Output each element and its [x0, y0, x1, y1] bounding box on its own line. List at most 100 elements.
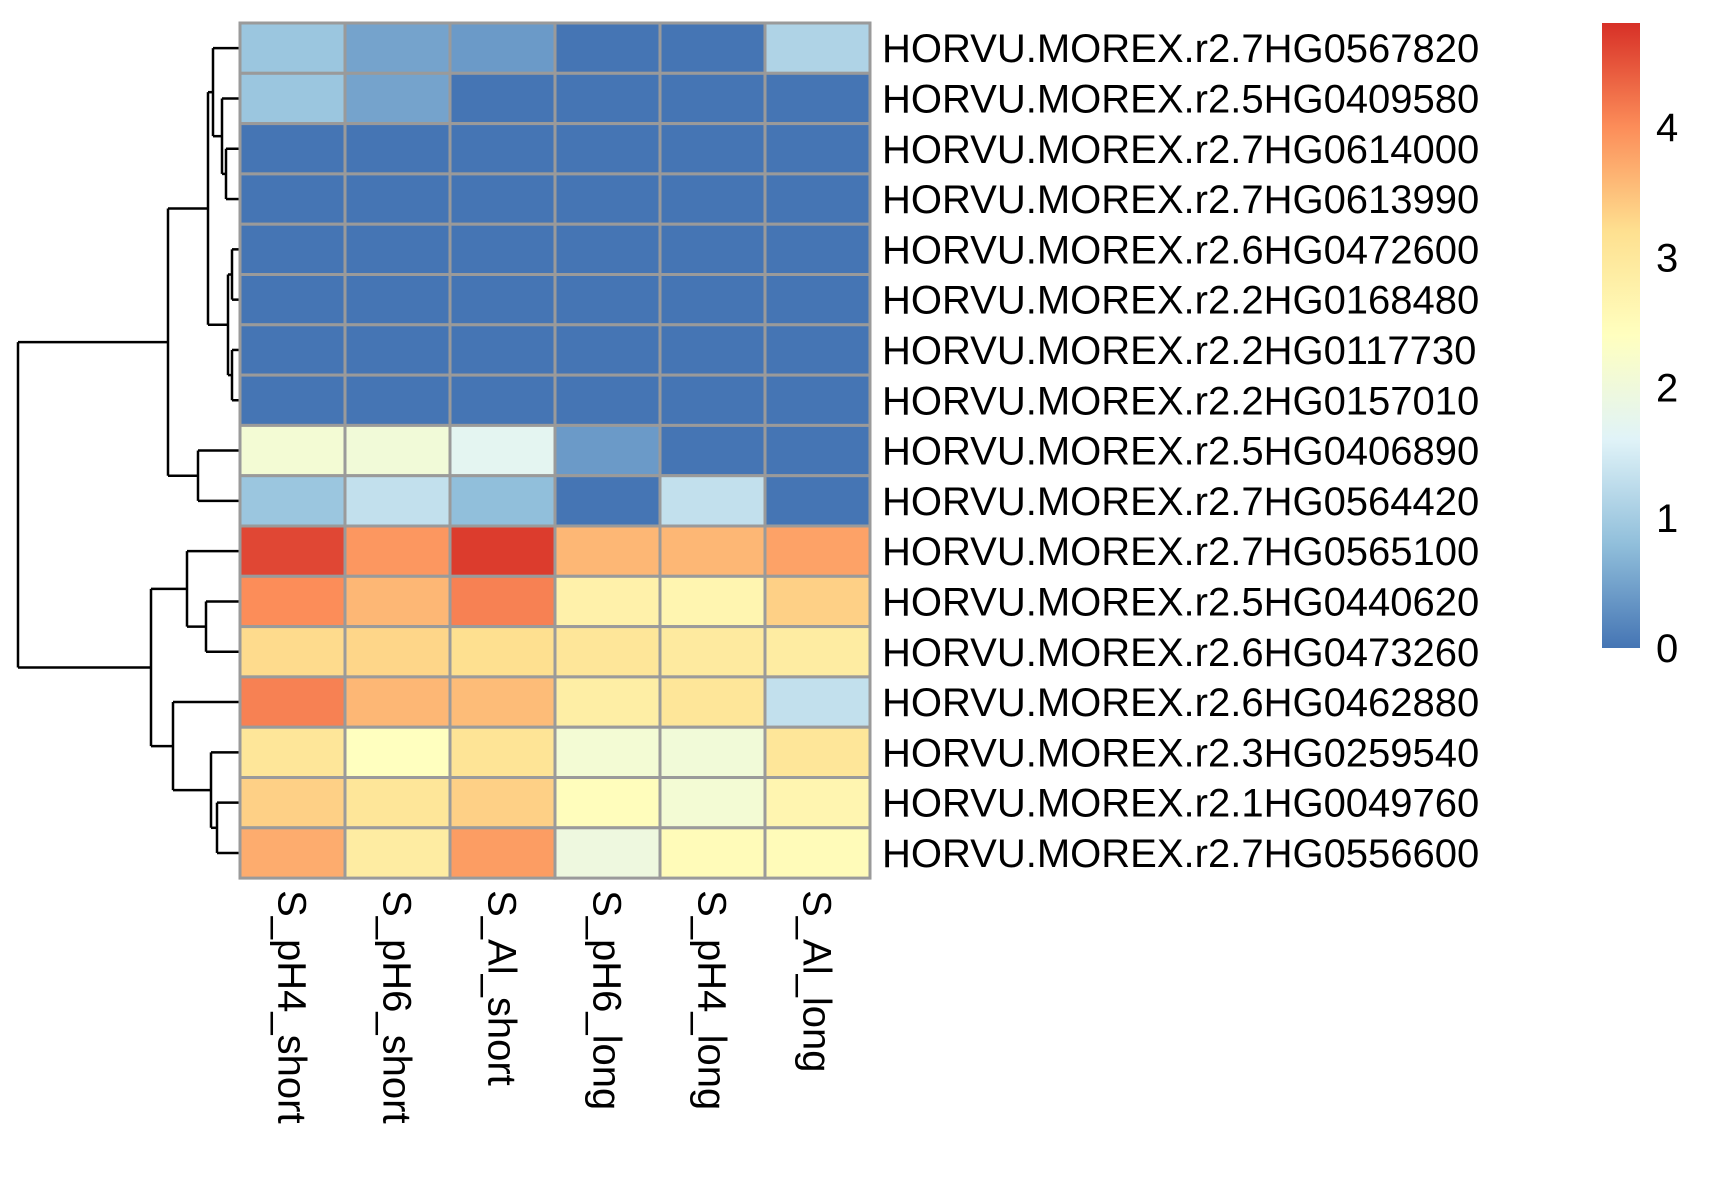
heatmap-cell [553, 675, 662, 729]
heatmap-cell [658, 21, 767, 75]
heatmap-cell [448, 524, 557, 578]
row-label: HORVU.MOREX.r2.1HG0049760 [882, 782, 1479, 826]
heatmap-cell [238, 725, 347, 780]
heatmap-cell [658, 725, 767, 780]
heatmap-cell [553, 21, 662, 75]
heatmap-cell [658, 323, 767, 377]
heatmap-cell [553, 71, 662, 126]
heatmap-cell [763, 574, 872, 629]
heatmap-cell [448, 273, 557, 327]
heatmap-cell [553, 423, 662, 478]
heatmap-cell [238, 423, 347, 478]
column-label: S_pH4_short [270, 890, 314, 1123]
heatmap-cell [343, 524, 452, 578]
heatmap-cell [238, 524, 347, 578]
heatmap-cell [553, 826, 662, 880]
heatmap-cell [448, 574, 557, 629]
heatmap-cell [448, 122, 557, 176]
heatmap-cell [658, 474, 767, 528]
heatmap-cell [448, 675, 557, 729]
heatmap-cell [763, 323, 872, 377]
heatmap-cell [238, 273, 347, 327]
heatmap-cell [553, 222, 662, 276]
heatmap-cell [238, 323, 347, 377]
heatmap-cell [658, 222, 767, 276]
heatmap-cell [658, 524, 767, 578]
heatmap-cell [238, 574, 347, 629]
column-label: S_Al_short [480, 890, 524, 1086]
row-labels: HORVU.MOREX.r2.7HG0567820 HORVU.MOREX.r2.… [882, 27, 1479, 876]
heatmap-cell [763, 524, 872, 578]
heatmap-cell [763, 71, 872, 126]
heatmap-cell [553, 625, 662, 679]
row-label: HORVU.MOREX.r2.2HG0157010 [882, 379, 1479, 423]
heatmap-cell [343, 423, 452, 478]
heatmap-cell [658, 675, 767, 729]
column-label: S_pH6_short [375, 890, 419, 1123]
row-label: HORVU.MOREX.r2.6HG0462880 [882, 681, 1479, 725]
legend-tick-label: 2 [1656, 367, 1678, 411]
legend-tick-label: 4 [1656, 106, 1678, 150]
heatmap-cell [343, 725, 452, 780]
heatmap-cell [658, 122, 767, 176]
row-label: HORVU.MOREX.r2.7HG0565100 [882, 530, 1479, 574]
row-label: HORVU.MOREX.r2.5HG0406890 [882, 430, 1479, 474]
heatmap-cell [553, 574, 662, 629]
heatmap-cell [553, 725, 662, 780]
heatmap-cell [238, 675, 347, 729]
heatmap-cell [448, 725, 557, 780]
row-label: HORVU.MOREX.r2.6HG0472600 [882, 228, 1479, 272]
column-labels: S_pH4_short S_pH6_short S_Al_short S_pH6_lo… [270, 890, 839, 1123]
heatmap-cell [763, 122, 872, 176]
heatmap-cell [448, 373, 557, 427]
heatmap-cell [658, 625, 767, 679]
legend-tick-label: 1 [1656, 497, 1678, 541]
heatmap-cell [763, 373, 872, 427]
row-label: HORVU.MOREX.r2.5HG0440620 [882, 580, 1479, 624]
row-label: HORVU.MOREX.r2.7HG0614000 [882, 128, 1479, 172]
heatmap-cell [658, 776, 767, 830]
heatmap-cell [448, 625, 557, 679]
column-label: S_pH4_long [690, 890, 734, 1110]
heatmap-cell [448, 222, 557, 276]
heatmap-cell [238, 373, 347, 427]
heatmap-cell [658, 826, 767, 880]
heatmap-cell [763, 222, 872, 276]
row-label: HORVU.MOREX.r2.7HG0556600 [882, 832, 1479, 876]
heatmap-cell [658, 373, 767, 427]
heatmap-cell [553, 524, 662, 578]
row-label: HORVU.MOREX.r2.7HG0567820 [882, 27, 1479, 71]
legend-tick-label: 3 [1656, 236, 1678, 280]
heatmap-cell [553, 122, 662, 176]
heatmap-cell [343, 625, 452, 679]
heatmap-cell [238, 625, 347, 679]
heatmap-cell [763, 776, 872, 830]
legend-tick-label: 0 [1656, 627, 1678, 671]
heatmap-cell [658, 172, 767, 226]
heatmap-cell [238, 826, 347, 880]
heatmap-cell [448, 323, 557, 377]
heatmap-cell [343, 474, 452, 528]
heatmap-cell [343, 675, 452, 729]
heatmap-cell [553, 373, 662, 427]
heatmap-cell [343, 21, 452, 75]
heatmap-cell [763, 172, 872, 226]
heatmap-cell [763, 826, 872, 880]
heatmap-cell [553, 474, 662, 528]
heatmap-cell [238, 776, 347, 830]
heatmap-cell [553, 273, 662, 327]
heatmap-cell [238, 474, 347, 528]
row-label: HORVU.MOREX.r2.2HG0168480 [882, 279, 1479, 323]
heatmap-cell [343, 222, 452, 276]
heatmap-cell [448, 71, 557, 126]
legend-ticks: 0 1 2 3 4 [1656, 106, 1678, 671]
heatmap-cell [238, 172, 347, 226]
color-legend: 0 1 2 3 4 [1602, 23, 1678, 671]
heatmap-cell [238, 222, 347, 276]
heatmap-cell [343, 826, 452, 880]
heatmap-cell [238, 71, 347, 126]
heatmap-cell [448, 172, 557, 226]
column-label: S_Al_long [795, 890, 839, 1072]
heatmap-cell [763, 474, 872, 528]
row-dendrogram [16, 46, 240, 855]
